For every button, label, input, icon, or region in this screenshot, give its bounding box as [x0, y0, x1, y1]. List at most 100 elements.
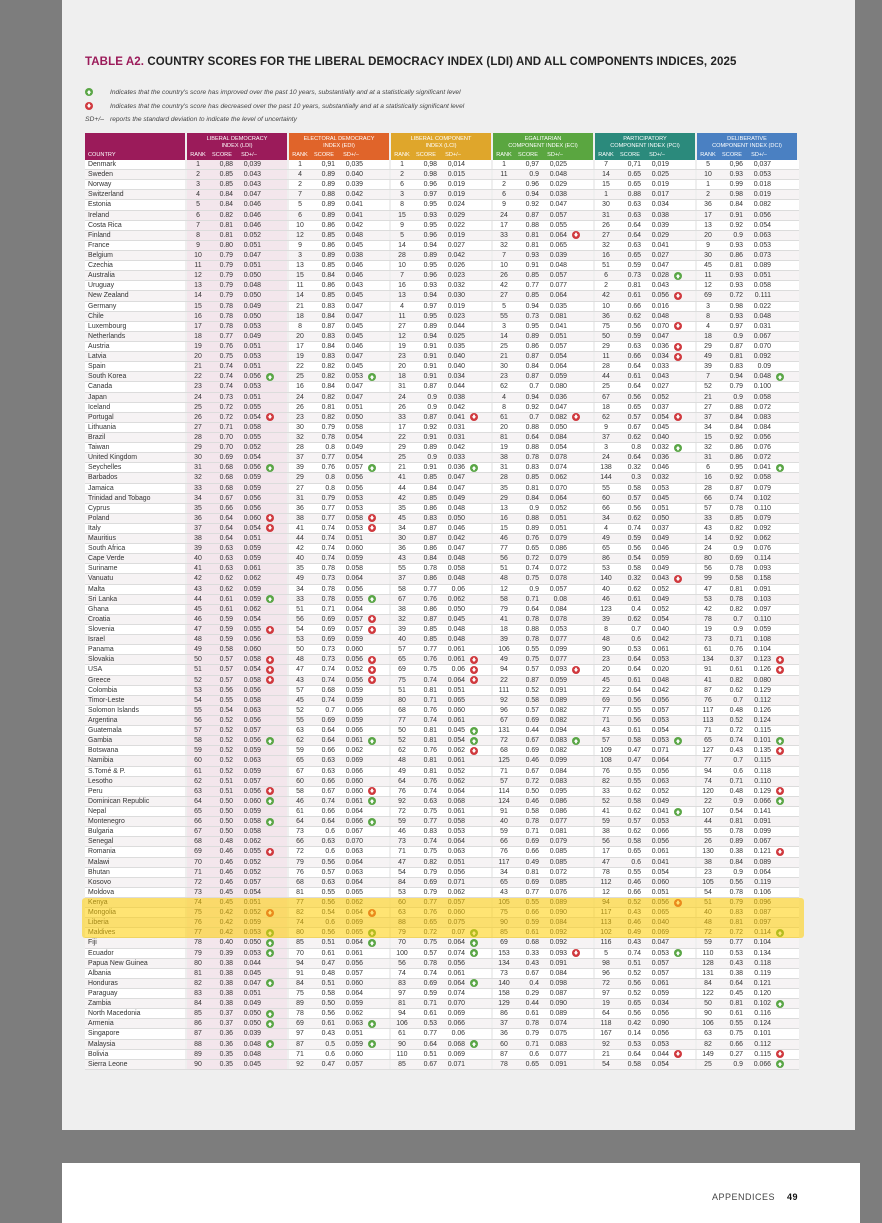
rank: 76	[602, 767, 610, 775]
trend-none	[467, 878, 481, 887]
trend-none	[671, 878, 685, 887]
score: 0.57	[525, 706, 539, 714]
column-group-dci: DELIBERATIVE COMPONENT INDEX (DCI) RANK SC…	[695, 133, 797, 160]
edi-cell: 38 0.77 0.058	[287, 513, 389, 523]
trend-none	[263, 605, 277, 614]
dci-cell: 53 0.78 0.103	[695, 594, 797, 604]
sd: 0.053	[243, 929, 261, 937]
eci-cell: 60 0.71 0.083	[491, 1039, 593, 1049]
eci-cell: 51 0.74 0.072	[491, 564, 593, 574]
country-name: Ghana	[88, 605, 109, 613]
trend-none	[467, 170, 481, 179]
rank: 36	[296, 504, 304, 512]
sd: 0.040	[345, 171, 363, 179]
rank: 22	[296, 363, 304, 371]
pci-cell: 50 0.59 0.047	[593, 331, 695, 341]
eci-cell: 61 0.7 0.082	[491, 412, 593, 422]
table-row: Cape Verde 40 0.63 0.059 40 0.74 0.059 43 0.84 0.…	[85, 554, 799, 565]
rank: 50	[602, 332, 610, 340]
table-row: Taiwan 29 0.70 0.052 28 0.8 0.049 29 0.89 0.042 19…	[85, 443, 799, 454]
pci-cell: 30 0.63 0.034	[593, 200, 695, 210]
rank: 55	[194, 706, 202, 714]
rank: 20	[296, 332, 304, 340]
trend-none	[569, 1050, 583, 1059]
score: 0.78	[321, 595, 335, 603]
trend-none	[467, 969, 481, 978]
eci-cell: 49 0.75 0.077	[491, 655, 593, 665]
score: 0.65	[627, 848, 641, 856]
score: 0.84	[219, 191, 233, 199]
sd: 0.083	[753, 413, 771, 421]
sd: 0.091	[549, 959, 567, 967]
trend-none	[365, 969, 379, 978]
score: 0.86	[321, 221, 335, 229]
dci-cell: 13 0.92 0.054	[695, 220, 797, 230]
sd: 0.060	[651, 878, 669, 886]
score: 0.79	[219, 251, 233, 259]
rank: 52	[194, 676, 202, 684]
sd: 0.029	[651, 231, 669, 239]
score: 0.58	[627, 737, 641, 745]
trend-none	[263, 534, 277, 543]
sd: 0.054	[651, 727, 669, 735]
trend-none	[467, 342, 481, 351]
score: 0.75	[423, 666, 437, 674]
sd: 0.046	[447, 524, 465, 532]
eci-cell: 56 0.72 0.079	[491, 554, 593, 564]
country-name: Argentina	[88, 717, 118, 725]
trend-none	[365, 696, 379, 705]
country-name: Iceland	[88, 403, 111, 411]
sd: 0.064	[549, 292, 567, 300]
edi-cell: 64 0.64 0.066	[287, 817, 389, 827]
score: 0.58	[627, 797, 641, 805]
score: 0.36	[219, 1040, 233, 1048]
rank: 5	[604, 949, 608, 957]
trend-none	[569, 979, 583, 988]
table-row: Zambia 84 0.38 0.049 89 0.50 0.059 81 0.71 0.070 1…	[85, 999, 799, 1010]
pci-cell: 98 0.51 0.057	[593, 958, 695, 968]
rank: 35	[194, 504, 202, 512]
trend-none	[671, 453, 685, 462]
sd: 0.063	[243, 757, 261, 765]
trend-none	[773, 160, 787, 169]
score: 0.93	[729, 282, 743, 290]
rank: 106	[396, 1020, 408, 1028]
rank: 106	[702, 1020, 714, 1028]
trend-none	[263, 322, 277, 331]
trend-none	[569, 777, 583, 786]
sd: 0.062	[447, 888, 465, 896]
ldi-cell: 75 0.42 0.052	[185, 908, 287, 918]
trend-none	[671, 564, 685, 573]
dci-cell: 12 0.93 0.058	[695, 281, 797, 291]
score: 0.84	[525, 363, 539, 371]
rank: 35	[296, 565, 304, 573]
lci-cell: 28 0.89 0.042	[389, 250, 491, 261]
score: 0.4	[631, 605, 641, 613]
trend-up-icon	[773, 797, 787, 806]
score: 0.82	[321, 373, 335, 381]
rank: 43	[296, 676, 304, 684]
trend-none	[263, 807, 277, 816]
sd: 0.046	[651, 464, 669, 472]
sd: 0.064	[447, 838, 465, 846]
rank: 114	[498, 787, 510, 795]
trend-none	[467, 372, 481, 381]
rank: 28	[500, 474, 508, 482]
score: 0.73	[219, 393, 233, 401]
trend-none	[263, 393, 277, 402]
score: 0.14	[627, 1030, 641, 1038]
trend-none	[263, 382, 277, 391]
sd: 0.055	[243, 848, 261, 856]
table-row: Kenya 74 0.45 0.051 77 0.56 0.062 60 0.77 0.057 10…	[85, 897, 799, 909]
trend-none	[365, 251, 379, 260]
score: 0.66	[321, 747, 335, 755]
rank: 12	[194, 272, 202, 280]
trend-none	[671, 524, 685, 533]
rank: 12	[602, 888, 610, 896]
rank: 43	[398, 555, 406, 563]
lci-cell: 68 0.76 0.060	[389, 705, 491, 716]
trend-down-icon	[467, 676, 481, 685]
sd: 0.077	[549, 1050, 567, 1058]
dci-cell: 91 0.61 0.126	[695, 665, 797, 675]
trend-none	[263, 837, 277, 846]
